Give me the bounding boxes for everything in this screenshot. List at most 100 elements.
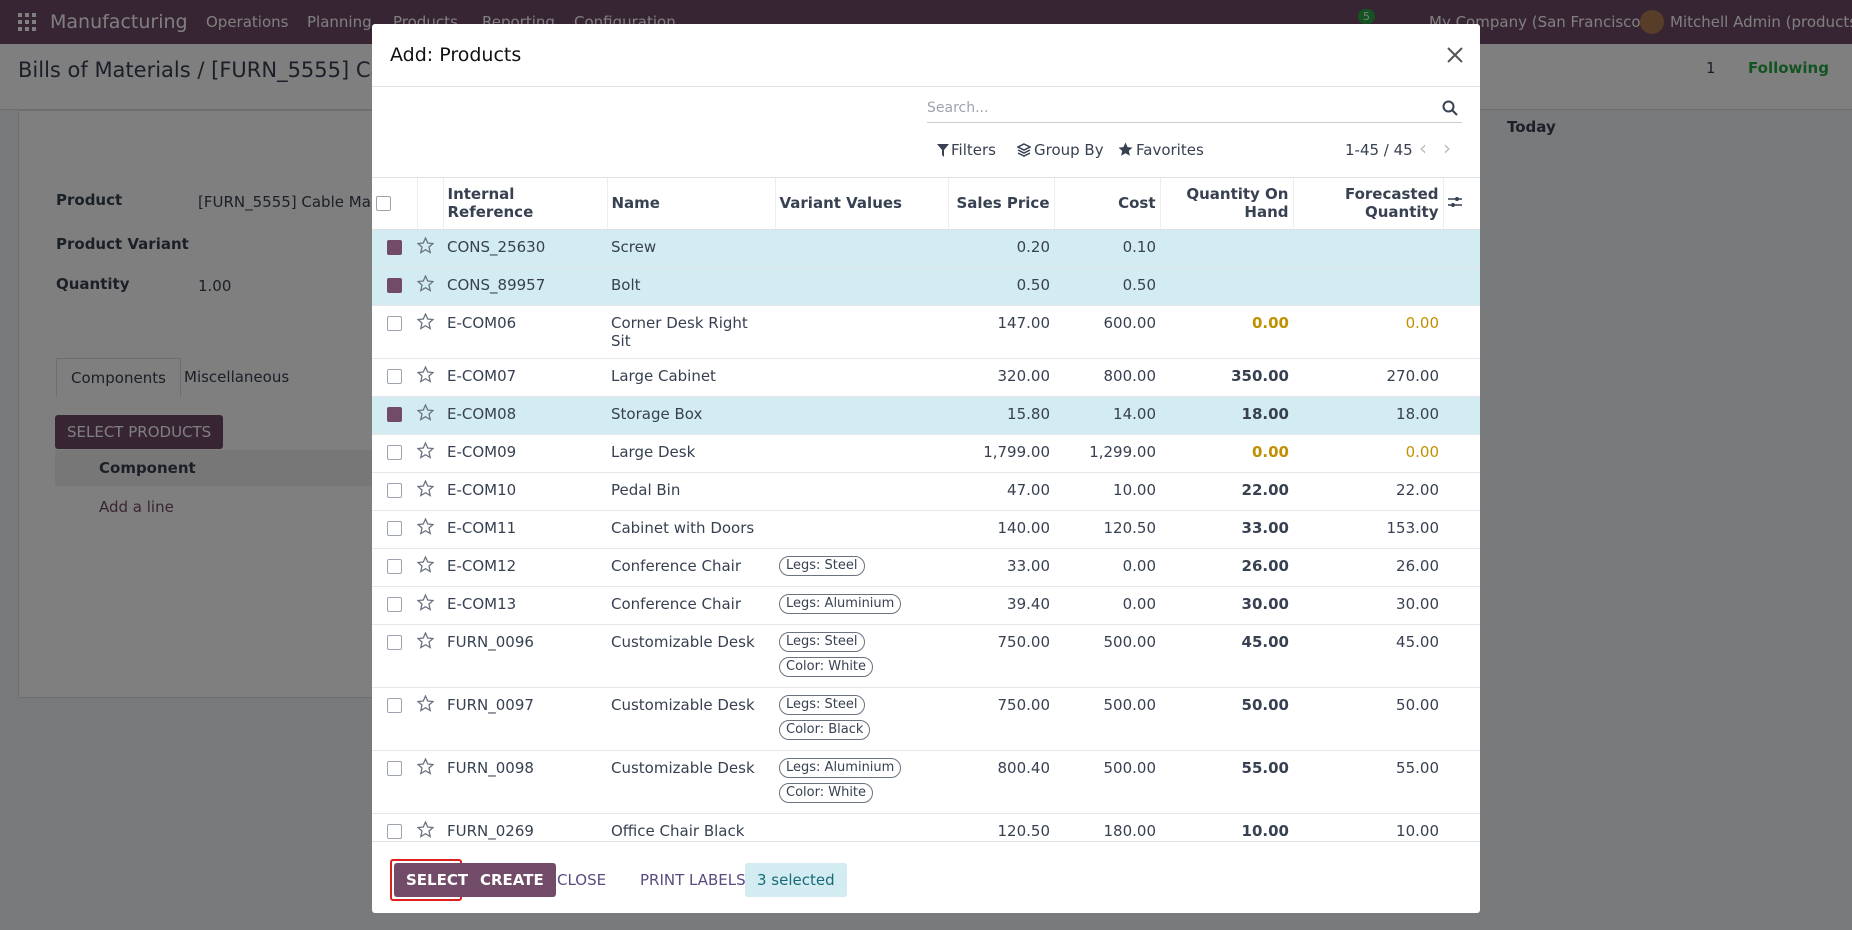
spacer-cell — [1443, 750, 1480, 814]
checkbox[interactable] — [387, 239, 402, 255]
product-row[interactable]: FURN_0096 Customizable Desk Legs: Steel Col… — [372, 624, 1480, 688]
favorite-star[interactable] — [416, 402, 435, 421]
column-header[interactable]: Cost — [1054, 178, 1161, 230]
favorite-star[interactable] — [416, 478, 435, 497]
filters-button[interactable]: Filters — [951, 141, 996, 159]
variant-values: Legs: Aluminium — [775, 586, 948, 625]
optional-columns-toggle[interactable] — [1443, 178, 1480, 230]
sales-price: 0.50 — [948, 267, 1054, 306]
forecasted-quantity: 0.00 — [1293, 305, 1443, 359]
close-button[interactable]: CLOSE — [557, 871, 607, 889]
product-name: Pedal Bin — [607, 472, 775, 511]
checkbox[interactable] — [387, 277, 402, 293]
forecasted-quantity: 30.00 — [1293, 586, 1443, 625]
favorites-button[interactable]: Favorites — [1136, 141, 1204, 159]
product-row[interactable]: E-COM08 Storage Box 15.80 14.00 18.00 18.00 — [372, 396, 1480, 435]
product-row[interactable]: E-COM10 Pedal Bin 47.00 10.00 22.00 22.00 — [372, 472, 1480, 511]
forecasted-quantity — [1293, 229, 1443, 268]
favorite-star[interactable] — [416, 756, 435, 775]
favorite-star[interactable] — [416, 440, 435, 459]
checkbox[interactable] — [387, 596, 402, 612]
spacer-cell — [1443, 624, 1480, 688]
favorite-star[interactable] — [416, 273, 435, 292]
checkbox[interactable] — [387, 760, 402, 776]
pager: 1-45 / 45 — [1345, 141, 1413, 159]
favorite-star[interactable] — [416, 364, 435, 383]
checkbox[interactable] — [387, 558, 402, 574]
checkbox[interactable] — [387, 482, 402, 498]
column-header[interactable]: Sales Price — [948, 178, 1055, 230]
column-header[interactable]: Quantity On Hand — [1160, 178, 1294, 230]
product-row[interactable]: E-COM13 Conference Chair Legs: Aluminium 39… — [372, 586, 1480, 625]
favorite-star[interactable] — [416, 311, 435, 330]
variant-values: Legs: Steel — [775, 548, 948, 587]
quantity-on-hand — [1160, 267, 1293, 306]
checkbox[interactable] — [387, 315, 402, 331]
product-row[interactable]: E-COM11 Cabinet with Doors 140.00 120.50 33.… — [372, 510, 1480, 549]
product-row[interactable]: CONS_89957 Bolt 0.50 0.50 — [372, 267, 1480, 306]
checkbox[interactable] — [387, 444, 402, 460]
favorite-star[interactable] — [416, 819, 435, 838]
create-button[interactable]: CREATE — [468, 863, 556, 897]
checkbox[interactable] — [387, 634, 402, 650]
favorite-star[interactable] — [416, 516, 435, 535]
sales-price: 1,799.00 — [948, 434, 1054, 473]
favorite-star[interactable] — [416, 693, 435, 712]
product-row[interactable]: FURN_0098 Customizable Desk Legs: Aluminiu… — [372, 750, 1480, 814]
internal-reference: FURN_0097 — [443, 687, 607, 751]
print-labels-button[interactable]: PRINT LABELS — [640, 871, 746, 889]
pager-next[interactable]: › — [1443, 136, 1451, 160]
product-row[interactable]: FURN_0269 Office Chair Black 120.50 180.00 1… — [372, 813, 1480, 841]
cost: 10.00 — [1054, 472, 1160, 511]
favorite-cell — [416, 267, 443, 306]
product-row[interactable]: CONS_25630 Screw 0.20 0.10 — [372, 229, 1480, 268]
internal-reference: E-COM13 — [443, 586, 607, 625]
column-header[interactable]: Internal Reference — [443, 178, 608, 230]
checkbox[interactable] — [376, 196, 391, 212]
product-row[interactable]: E-COM12 Conference Chair Legs: Steel 33.00 0… — [372, 548, 1480, 587]
internal-reference: FURN_0098 — [443, 750, 607, 814]
list-view: Internal Reference Name Variant Values Sale… — [372, 177, 1480, 842]
cost: 500.00 — [1054, 687, 1160, 751]
favorite-star[interactable] — [416, 235, 435, 254]
search-input[interactable]: Search... — [927, 96, 1462, 123]
search-icon[interactable] — [1442, 100, 1458, 116]
checkbox-cell — [372, 267, 417, 306]
variant-values — [775, 813, 948, 841]
variant-tag: Legs: Aluminium — [779, 757, 902, 778]
search-placeholder: Search... — [927, 100, 989, 116]
column-header[interactable]: Name — [607, 178, 776, 230]
group-by-button[interactable]: Group By — [1034, 141, 1104, 159]
quantity-on-hand: 0.00 — [1160, 305, 1293, 359]
checkbox[interactable] — [387, 823, 402, 839]
product-row[interactable]: E-COM09 Large Desk 1,799.00 1,299.00 0.00 0.0… — [372, 434, 1480, 473]
checkbox[interactable] — [387, 368, 402, 384]
select-button[interactable]: SELECT — [394, 863, 481, 897]
column-header[interactable]: Variant Values — [775, 178, 949, 230]
pager-prev[interactable]: ‹ — [1419, 136, 1427, 160]
product-row[interactable]: E-COM07 Large Cabinet 320.00 800.00 350.00 27… — [372, 358, 1480, 397]
internal-reference: E-COM10 — [443, 472, 607, 511]
product-row[interactable]: E-COM06 Corner Desk Right Sit 147.00 600.00… — [372, 305, 1480, 359]
star-icon — [1118, 142, 1133, 156]
variant-values: Legs: Steel Color: White — [775, 624, 948, 688]
favorite-cell — [416, 434, 443, 473]
product-name: Conference Chair — [607, 586, 775, 625]
sales-price: 33.00 — [948, 548, 1054, 587]
column-header[interactable]: Forecasted Quantity — [1293, 178, 1444, 230]
checkbox[interactable] — [387, 406, 402, 422]
favorite-star[interactable] — [416, 554, 435, 573]
product-row[interactable]: FURN_0097 Customizable Desk Legs: Steel Col… — [372, 687, 1480, 751]
header-checkbox-cell — [372, 178, 418, 230]
checkbox[interactable] — [387, 520, 402, 536]
selected-count[interactable]: 3 selected — [745, 863, 847, 897]
favorite-star[interactable] — [416, 592, 435, 611]
favorite-star[interactable] — [416, 630, 435, 649]
close-icon[interactable] — [1446, 46, 1464, 64]
product-name: Customizable Desk — [607, 624, 775, 688]
variant-values: Legs: Aluminium Color: White — [775, 750, 948, 814]
checkbox[interactable] — [387, 697, 402, 713]
quantity-on-hand — [1160, 229, 1293, 268]
cost: 120.50 — [1054, 510, 1160, 549]
spacer-cell — [1443, 229, 1480, 268]
